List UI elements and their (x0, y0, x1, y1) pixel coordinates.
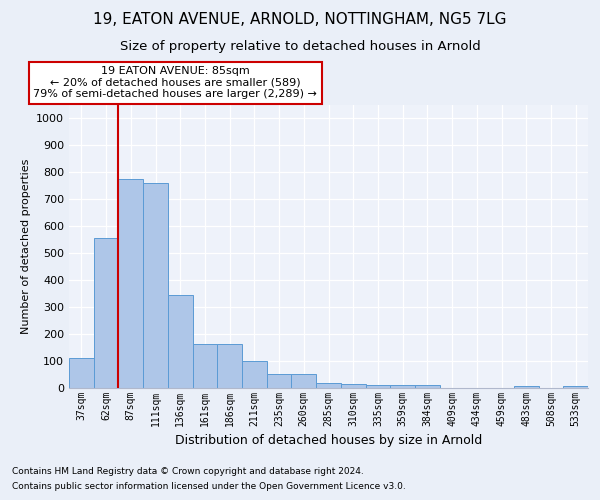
Bar (316, 382, 341, 388)
Text: Contains public sector information licensed under the Open Government Licence v3: Contains public sector information licen… (12, 482, 406, 491)
Bar (365, 385, 390, 388)
Bar (563, 386, 588, 388)
Bar (193, 344, 217, 388)
Bar (415, 386, 440, 388)
Text: 19, EATON AVENUE, ARNOLD, NOTTINGHAM, NG5 7LG: 19, EATON AVENUE, ARNOLD, NOTTINGHAM, NG… (93, 12, 507, 28)
Bar (94, 238, 118, 388)
Y-axis label: Number of detached properties: Number of detached properties (20, 158, 31, 334)
Bar (514, 386, 539, 388)
Bar (217, 344, 242, 388)
X-axis label: Distribution of detached houses by size in Arnold: Distribution of detached houses by size … (175, 434, 482, 447)
Bar (118, 179, 143, 388)
Bar (267, 374, 292, 388)
Text: Size of property relative to detached houses in Arnold: Size of property relative to detached ho… (119, 40, 481, 53)
Bar (69, 358, 94, 388)
Bar (242, 362, 267, 388)
Bar (341, 384, 365, 388)
Bar (143, 183, 168, 388)
Bar (168, 294, 193, 388)
Bar (292, 374, 316, 388)
Text: Contains HM Land Registry data © Crown copyright and database right 2024.: Contains HM Land Registry data © Crown c… (12, 467, 364, 476)
Text: 19 EATON AVENUE: 85sqm
← 20% of detached houses are smaller (589)
79% of semi-de: 19 EATON AVENUE: 85sqm ← 20% of detached… (34, 66, 317, 100)
Bar (390, 385, 415, 388)
